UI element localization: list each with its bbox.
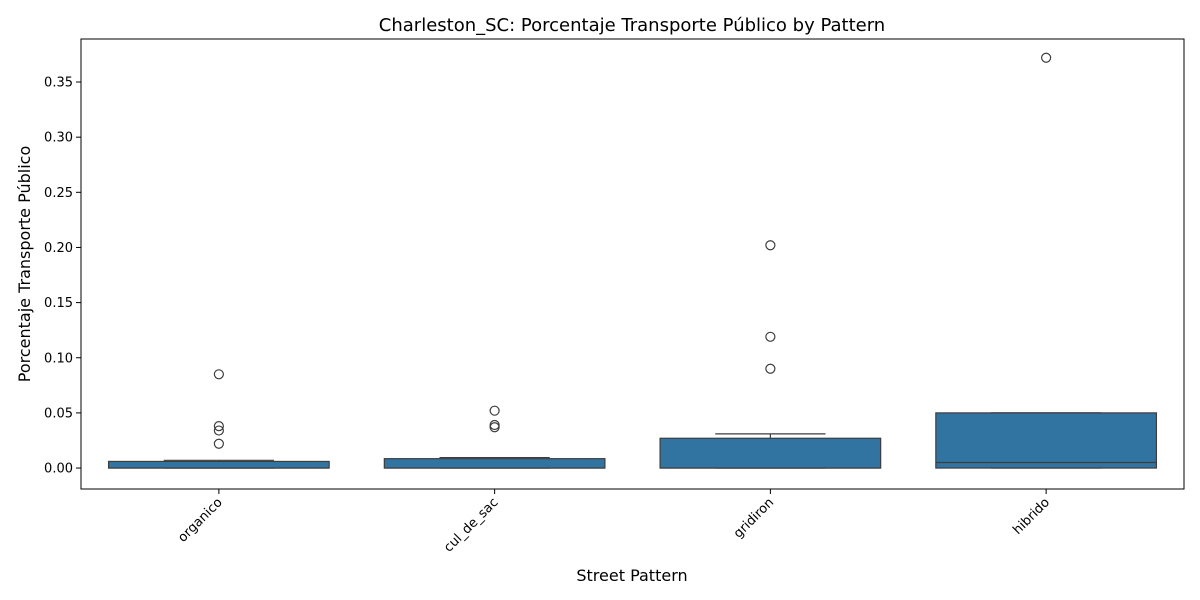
- outlier-point: [766, 332, 775, 341]
- y-axis-label: Porcentaje Transporte Público: [15, 146, 34, 382]
- x-tick-label: gridiron: [731, 495, 777, 541]
- box-gridiron: [660, 438, 881, 468]
- y-tick-label: 0.15: [44, 296, 73, 311]
- outlier-point: [214, 439, 223, 448]
- box-hibrido: [936, 413, 1157, 468]
- box-organico: [109, 461, 330, 468]
- outlier-point: [490, 421, 499, 430]
- y-tick-label: 0.05: [44, 406, 73, 421]
- outlier-point: [490, 423, 499, 432]
- outlier-point: [1042, 53, 1051, 62]
- plot-area: [109, 53, 1157, 468]
- y-tick-label: 0.25: [44, 186, 73, 201]
- y-tick-label: 0.20: [44, 241, 73, 256]
- outlier-point: [214, 370, 223, 379]
- x-tick-label: organico: [175, 495, 225, 545]
- outlier-point: [766, 364, 775, 373]
- outlier-point: [490, 406, 499, 415]
- y-tick-label: 0.35: [44, 76, 73, 91]
- outlier-point: [766, 241, 775, 250]
- x-axis-label: Street Pattern: [576, 566, 687, 585]
- y-tick-label: 0.00: [44, 462, 73, 477]
- y-tick-label: 0.10: [44, 351, 73, 366]
- y-tick-label: 0.30: [44, 131, 73, 146]
- x-tick-label: hibrido: [1010, 495, 1053, 538]
- x-tick-label: cul_de_sac: [441, 495, 501, 555]
- chart-title: Charleston_SC: Porcentaje Transporte Púb…: [379, 15, 885, 36]
- box-cul_de_sac: [384, 459, 605, 468]
